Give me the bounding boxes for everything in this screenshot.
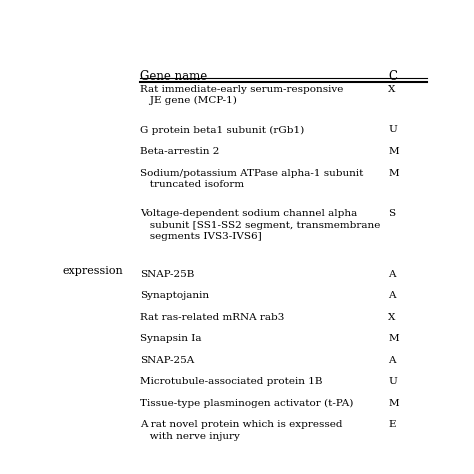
Text: E: E <box>388 420 395 429</box>
Text: G protein beta1 subunit (rGb1): G protein beta1 subunit (rGb1) <box>140 126 304 135</box>
Text: Microtubule-associated protein 1B: Microtubule-associated protein 1B <box>140 377 323 386</box>
Text: Rat immediate-early serum-responsive
   JE gene (MCP-1): Rat immediate-early serum-responsive JE … <box>140 85 344 105</box>
Text: U: U <box>388 126 397 135</box>
Text: Sodium/potassium ATPase alpha-1 subunit
   truncated isoform: Sodium/potassium ATPase alpha-1 subunit … <box>140 169 364 189</box>
Text: M: M <box>388 334 399 343</box>
Text: M: M <box>388 147 399 156</box>
Text: SNAP-25B: SNAP-25B <box>140 270 194 279</box>
Text: A: A <box>388 270 395 279</box>
Text: A: A <box>388 291 395 300</box>
Text: SNAP-25A: SNAP-25A <box>140 356 194 365</box>
Text: M: M <box>388 399 399 408</box>
Text: Voltage-dependent sodium channel alpha
   subunit [SS1-SS2 segment, transmembran: Voltage-dependent sodium channel alpha s… <box>140 210 381 241</box>
Text: U: U <box>388 377 397 386</box>
Text: Tissue-type plasminogen activator (t-PA): Tissue-type plasminogen activator (t-PA) <box>140 399 354 408</box>
Text: X: X <box>388 85 395 94</box>
Text: S: S <box>388 210 395 219</box>
Text: Rat ras-related mRNA rab3: Rat ras-related mRNA rab3 <box>140 313 284 322</box>
Text: X: X <box>388 313 395 322</box>
Text: C: C <box>388 70 397 82</box>
Text: A rat novel protein which is expressed
   with nerve injury: A rat novel protein which is expressed w… <box>140 420 343 441</box>
Text: Synaptojanin: Synaptojanin <box>140 291 209 300</box>
Text: Synapsin Ia: Synapsin Ia <box>140 334 201 343</box>
Text: A: A <box>388 356 395 365</box>
Text: Beta-arrestin 2: Beta-arrestin 2 <box>140 147 219 156</box>
Text: expression: expression <box>63 266 124 276</box>
Text: Gene name: Gene name <box>140 70 207 82</box>
Text: M: M <box>388 169 399 178</box>
